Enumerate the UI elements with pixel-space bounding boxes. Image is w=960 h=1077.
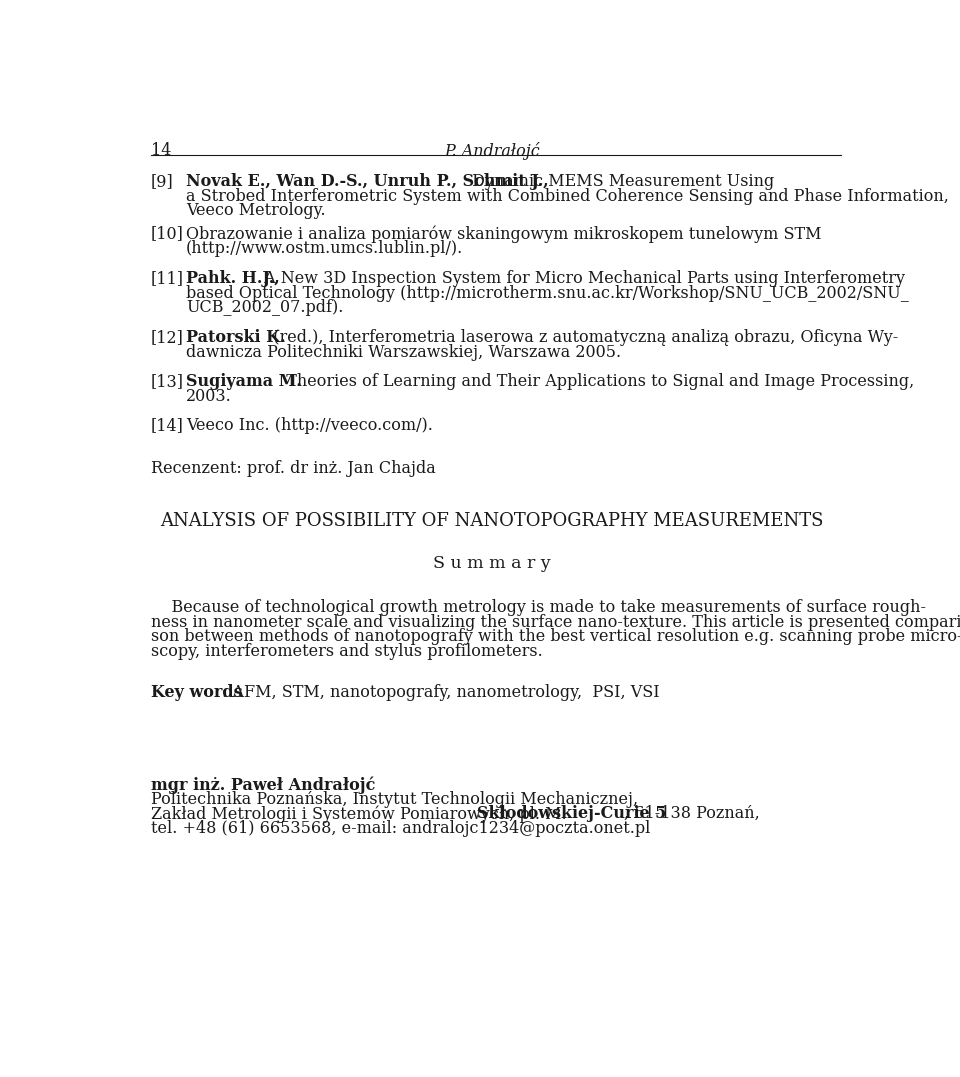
Text: [10]: [10] (151, 225, 184, 242)
Text: 14: 14 (151, 141, 172, 158)
Text: , 61-138 Poznań,: , 61-138 Poznań, (624, 806, 759, 823)
Text: (red.), Interferometria laserowa z automatyczną analizą obrazu, Oficyna Wy-: (red.), Interferometria laserowa z autom… (263, 330, 899, 347)
Text: a Strobed Interferometric System with Combined Coherence Sensing and Phase Infor: a Strobed Interferometric System with Co… (186, 187, 948, 205)
Text: Politechnika Poznańska, Instytut Technologii Mechanicznej,: Politechnika Poznańska, Instytut Technol… (151, 791, 638, 808)
Text: [11]: [11] (151, 270, 184, 288)
Text: dawnicza Politechniki Warszawskiej, Warszawa 2005.: dawnicza Politechniki Warszawskiej, Wars… (186, 344, 621, 361)
Text: Recenzent: prof. dr inż. Jan Chajda: Recenzent: prof. dr inż. Jan Chajda (151, 460, 436, 477)
Text: ness in nanometer scale and visualizing the surface nano-texture. This article i: ness in nanometer scale and visualizing … (151, 614, 960, 630)
Text: [14]: [14] (151, 417, 184, 434)
Text: Theories of Learning and Their Applications to Signal and Image Processing,: Theories of Learning and Their Applicati… (276, 374, 914, 390)
Text: Patorski K.: Patorski K. (186, 330, 285, 347)
Text: son between methods of nanotopografy with the best vertical resolution e.g. scan: son between methods of nanotopografy wit… (151, 628, 960, 645)
Text: 2003.: 2003. (186, 388, 231, 405)
Text: Because of technological growth metrology is made to take measurements of surfac: Because of technological growth metrolog… (151, 599, 926, 616)
Text: Veeco Inc. (http://veeco.com/).: Veeco Inc. (http://veeco.com/). (186, 417, 433, 434)
Text: A New 3D Inspection System for Micro Mechanical Parts using Interferometry: A New 3D Inspection System for Micro Mec… (258, 270, 904, 288)
Text: ANALYSIS OF POSSIBILITY OF NANOTOPOGRAPHY MEASUREMENTS: ANALYSIS OF POSSIBILITY OF NANOTOPOGRAPH… (160, 512, 824, 530)
Text: Novak E., Wan D.-S., Unruh P., Schmit J.,: Novak E., Wan D.-S., Unruh P., Schmit J.… (186, 173, 548, 191)
Text: Dynamic MEMS Measurement Using: Dynamic MEMS Measurement Using (467, 173, 774, 191)
Text: (http://www.ostm.umcs.lublin.pl/).: (http://www.ostm.umcs.lublin.pl/). (186, 240, 463, 257)
Text: Zakład Metrologii i Systemów Pomiarowych, pl. M.: Zakład Metrologii i Systemów Pomiarowych… (151, 806, 572, 823)
Text: scopy, interferometers and stylus profilometers.: scopy, interferometers and stylus profil… (151, 643, 542, 660)
Text: Sugiyama M.: Sugiyama M. (186, 374, 301, 390)
Text: mgr inż. Paweł Andrałojć: mgr inż. Paweł Andrałojć (151, 777, 375, 794)
Text: Key words: Key words (151, 684, 243, 701)
Text: S u m m a r y: S u m m a r y (433, 555, 551, 572)
Text: Veeco Metrology.: Veeco Metrology. (186, 202, 325, 220)
Text: Pahk. H.J.,: Pahk. H.J., (186, 270, 279, 288)
Text: : AFM, STM, nanotopografy, nanometrology,  PSI, VSI: : AFM, STM, nanotopografy, nanometrology… (222, 684, 660, 701)
Text: tel. +48 (61) 6653568, e-mail: andralojc1234@poczta.onet.pl: tel. +48 (61) 6653568, e-mail: andralojc… (151, 820, 650, 837)
Text: UCB_2002_07.pdf).: UCB_2002_07.pdf). (186, 299, 344, 317)
Text: Skłodowskiej-Curie 5: Skłodowskiej-Curie 5 (477, 806, 666, 823)
Text: [12]: [12] (151, 330, 184, 347)
Text: P. Andrałojć: P. Andrałojć (444, 141, 540, 159)
Text: based Optical Technology (http://microtherm.snu.ac.kr/Workshop/SNU_UCB_2002/SNU_: based Optical Technology (http://microth… (186, 284, 908, 302)
Text: [13]: [13] (151, 374, 184, 390)
Text: [9]: [9] (151, 173, 174, 191)
Text: Obrazowanie i analiza pomiarów skaningowym mikroskopem tunelowym STM: Obrazowanie i analiza pomiarów skaningow… (186, 225, 822, 243)
